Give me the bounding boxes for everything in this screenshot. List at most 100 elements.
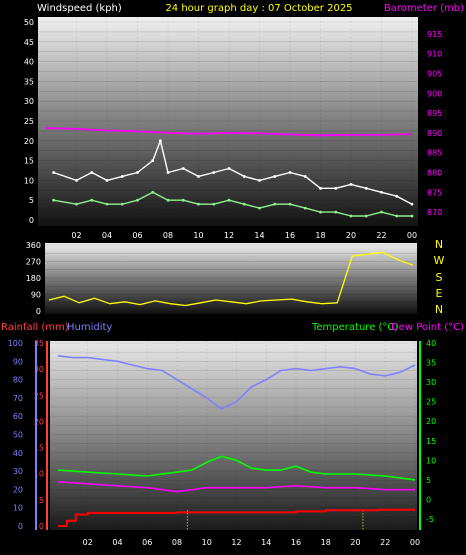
x-tick-label: 22 bbox=[380, 538, 390, 547]
data-point bbox=[258, 206, 261, 210]
rainfall-axis-label: Rainfall (mm) bbox=[1, 322, 69, 333]
y-rain-tick-label: 25 bbox=[34, 391, 44, 400]
data-point bbox=[349, 214, 353, 218]
x-tick-label: 10 bbox=[202, 538, 212, 547]
y-tick-label: 360 bbox=[26, 241, 41, 250]
data-point bbox=[242, 202, 246, 206]
data-point bbox=[227, 198, 231, 202]
x-tick-label: 12 bbox=[231, 538, 241, 547]
y-humidity-tick-label: 70 bbox=[13, 394, 23, 403]
compass-labels: N W S E N bbox=[434, 238, 445, 316]
data-point bbox=[380, 190, 383, 194]
data-point bbox=[334, 186, 338, 190]
humidity-panel-axis-bars bbox=[35, 341, 421, 530]
data-point bbox=[273, 175, 277, 178]
series-line bbox=[57, 455, 416, 481]
data-point bbox=[52, 171, 56, 174]
data-point bbox=[212, 171, 216, 174]
y-humidity-tick-label: 40 bbox=[13, 449, 23, 458]
series-line bbox=[57, 355, 416, 410]
x-tick-label: 12 bbox=[224, 231, 234, 240]
x-tick-label: 02 bbox=[83, 538, 93, 547]
data-point bbox=[136, 198, 139, 202]
y-humidity-tick-label: 90 bbox=[13, 357, 23, 366]
data-point bbox=[364, 214, 368, 218]
y-tick-label: 270 bbox=[26, 258, 41, 267]
x-tick-label: 18 bbox=[321, 538, 331, 547]
x-tick-label: 08 bbox=[172, 538, 182, 547]
y-temperature-tick-label: 30 bbox=[426, 378, 436, 387]
x-tick-label: 06 bbox=[132, 231, 142, 240]
data-point bbox=[90, 198, 94, 202]
y-left-tick-label: 10 bbox=[24, 176, 34, 185]
data-point bbox=[319, 210, 322, 214]
y-rain-tick-label: 10 bbox=[34, 470, 44, 479]
y-left-tick-label: 25 bbox=[24, 117, 34, 126]
y-temperature-tick-label: 5 bbox=[426, 476, 431, 485]
y-right-tick-label: 890 bbox=[427, 129, 442, 138]
x-tick-label: 02 bbox=[71, 231, 81, 240]
data-point bbox=[273, 202, 277, 206]
data-point bbox=[258, 179, 261, 182]
y-right-tick-label: 900 bbox=[427, 89, 442, 98]
x-tick-label: 00 bbox=[407, 231, 417, 240]
series-line bbox=[58, 508, 415, 527]
data-point bbox=[105, 179, 109, 182]
y-tick-label: 90 bbox=[31, 291, 41, 300]
data-point bbox=[151, 159, 155, 163]
y-right-tick-label: 870 bbox=[427, 208, 442, 217]
y-temperature-tick-label: 20 bbox=[426, 417, 436, 426]
data-point bbox=[288, 171, 292, 174]
y-left-tick-label: 5 bbox=[29, 196, 34, 205]
x-tick-label: 06 bbox=[142, 538, 152, 547]
x-tick-label: 18 bbox=[315, 231, 325, 240]
x-tick-label: 00 bbox=[410, 538, 420, 547]
data-point bbox=[288, 202, 292, 206]
x-tick-label: 14 bbox=[261, 538, 271, 547]
x-tick-label: 20 bbox=[350, 538, 360, 547]
y-rain-tick-label: 0 bbox=[39, 522, 44, 531]
data-point bbox=[212, 202, 216, 206]
humidity-axis-label: Humidity bbox=[67, 322, 112, 333]
y-tick-label: 0 bbox=[36, 307, 41, 316]
humidity-panel-grid bbox=[50, 341, 417, 530]
data-point bbox=[120, 202, 124, 206]
y-right-tick-label: 895 bbox=[427, 109, 442, 118]
wind-panel-series bbox=[45, 127, 414, 218]
data-point bbox=[364, 186, 368, 190]
x-tick-label: 14 bbox=[254, 231, 264, 240]
y-left-tick-label: 45 bbox=[24, 38, 34, 47]
y-right-tick-label: 910 bbox=[427, 50, 442, 59]
humidity-panel-ticks: 02 04 06 08 10 12 14 16 18 20 22 001009080706050403… bbox=[8, 339, 436, 547]
x-tick-label: 22 bbox=[376, 231, 386, 240]
y-temperature-tick-label: 15 bbox=[426, 437, 436, 446]
data-point bbox=[120, 175, 124, 178]
y-temperature-tick-label: 0 bbox=[426, 495, 431, 504]
y-humidity-tick-label: 30 bbox=[13, 467, 23, 476]
y-left-tick-label: 30 bbox=[24, 97, 34, 106]
data-point bbox=[349, 182, 353, 186]
barometer-axis-label: Barometer (mb) bbox=[384, 3, 464, 14]
y-left-tick-label: 20 bbox=[24, 137, 34, 146]
x-tick-label: 16 bbox=[285, 231, 295, 240]
dew-point-axis-label: Dew Point (°C) bbox=[391, 322, 464, 333]
data-point bbox=[90, 171, 94, 174]
data-point bbox=[166, 171, 170, 174]
data-point bbox=[52, 198, 56, 202]
x-tick-label: 08 bbox=[163, 231, 173, 240]
series-line bbox=[53, 191, 412, 217]
direction-panel-series bbox=[48, 251, 414, 307]
y-temperature-tick-label: 40 bbox=[426, 339, 436, 348]
direction-panel-grid bbox=[45, 244, 417, 312]
y-temperature-tick-label: 25 bbox=[426, 398, 436, 407]
graph-title: 24 hour graph day : 07 October 2025 bbox=[165, 3, 352, 14]
y-humidity-tick-label: 100 bbox=[8, 339, 23, 348]
y-left-tick-label: 0 bbox=[29, 216, 34, 225]
data-point bbox=[410, 202, 414, 206]
y-rain-tick-label: 35 bbox=[34, 339, 44, 348]
data-point bbox=[410, 214, 414, 218]
wind-panel-ticks: 02 04 06 08 10 12 14 16 18 20 22 005045403530252015… bbox=[24, 18, 442, 240]
y-tick-label: 180 bbox=[26, 274, 41, 283]
temperature-axis-label: Temperature (°C) bbox=[311, 322, 398, 333]
y-rain-tick-label: 5 bbox=[39, 496, 44, 505]
